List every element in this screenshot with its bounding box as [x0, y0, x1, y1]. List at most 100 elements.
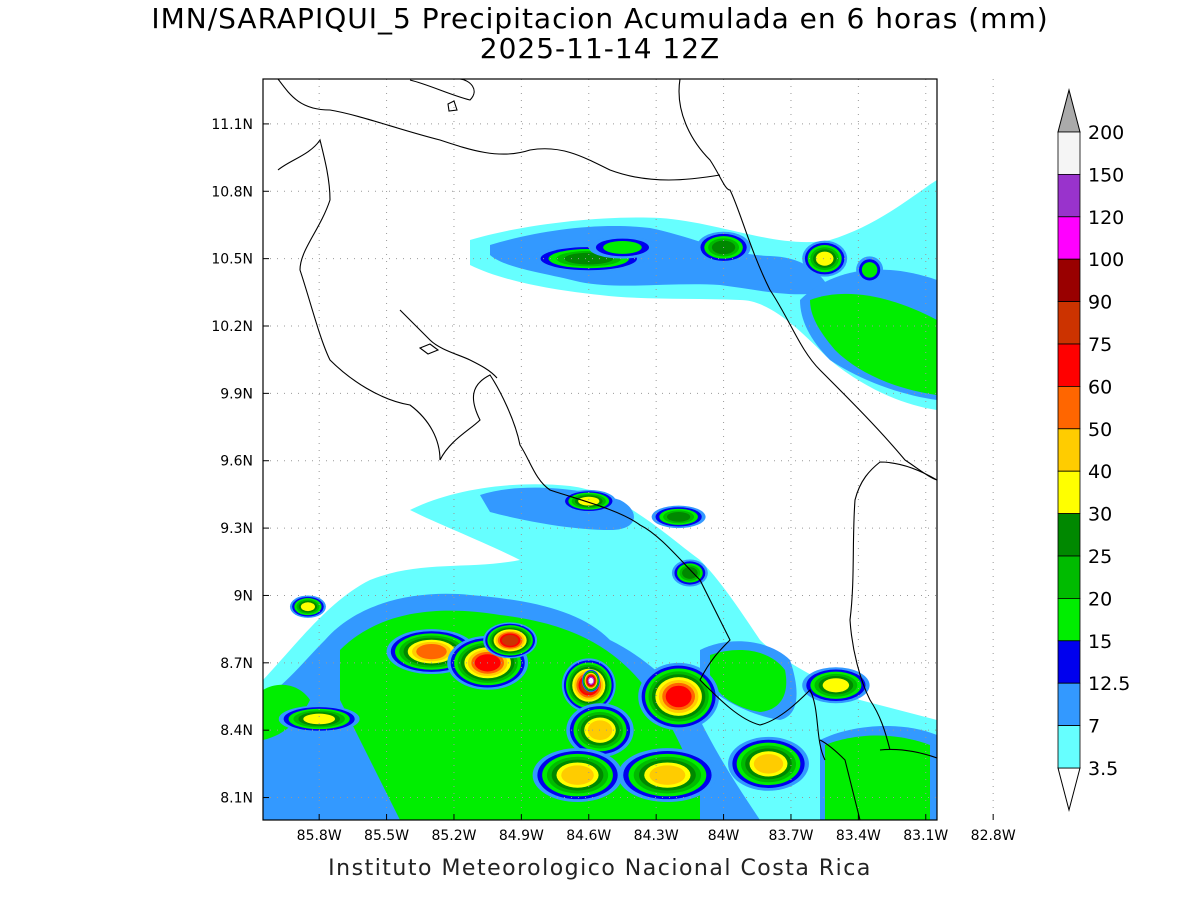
precip-contour: [1019, 328, 1056, 359]
lon-tick-label: 85.5W: [364, 828, 409, 844]
precip-contour: [1005, 746, 1026, 760]
lon-tick-label: 84.6W: [566, 828, 611, 844]
colorbar-label: 200: [1088, 122, 1124, 144]
precip-contour: [953, 759, 975, 772]
colorbar-swatch: [1057, 470, 1081, 515]
lon-tick-label: 85.8W: [297, 828, 342, 844]
colorbar-swatch: [1057, 428, 1081, 472]
colorbar: 3.5 7 12.5 15 20 25 30 40 50 60 75 90 100 120 150 200: [1057, 88, 1130, 812]
precip-area-green: [810, 293, 937, 395]
colorbar-label: 75: [1088, 334, 1112, 356]
lat-tick-label: 10.5N: [211, 252, 253, 268]
longitude-labels: 85.8W 85.5W 85.2W 84.9W 84.6W 84.3W 84W 83.7W 83…: [297, 828, 1016, 844]
precip-cell: [278, 705, 360, 733]
colorbar-min-arrow: [1057, 767, 1081, 812]
precip-contour: [682, 567, 698, 579]
precip-cell: [289, 595, 326, 618]
precip-contour: [1026, 334, 1051, 355]
lat-tick-label: 9N: [234, 588, 253, 604]
colorbar-label: 15: [1088, 631, 1112, 653]
colorbar-swatch: [1057, 555, 1081, 599]
precip-contour: [989, 735, 1043, 771]
precip-contour: [960, 757, 982, 772]
lat-tick-label: 10.8N: [211, 184, 253, 200]
colorbar-swatch: [1057, 682, 1081, 727]
precip-area-green: [710, 650, 787, 712]
precip-contour: [984, 346, 1026, 374]
colorbar-label: 30: [1088, 504, 1112, 526]
precip-contour: [953, 760, 974, 773]
precip-contour: [955, 761, 972, 771]
precip-contour: [753, 754, 784, 774]
coastlines: [277, 79, 937, 820]
precip-contour: [1002, 743, 1030, 761]
precip-cell: [964, 333, 1045, 387]
precip-contour: [960, 764, 967, 768]
precip-contour: [959, 763, 969, 769]
precip-cell: [483, 622, 538, 659]
precip-contour: [968, 301, 996, 329]
precip-contour: [958, 763, 970, 770]
precip-contour: [1022, 330, 1055, 358]
lat-tick-label: 8.1N: [220, 791, 253, 807]
precip-cell: [588, 236, 657, 259]
precip-contour: [665, 685, 692, 708]
precip-contour: [998, 741, 1032, 764]
precip-contour: [957, 755, 983, 773]
precip-contour: [974, 339, 1035, 380]
precip-contour: [561, 765, 594, 785]
colorbar-label: 25: [1088, 546, 1112, 568]
precip-contour: [1024, 332, 1053, 356]
precip-contour: [963, 295, 1002, 334]
precip-cell: [617, 748, 717, 803]
precip-cell: [671, 559, 708, 587]
precip-contour: [666, 511, 691, 522]
colorbar-swatch: [1057, 301, 1081, 345]
colorbar-label: 60: [1088, 376, 1112, 398]
colorbar-swatch: [1057, 343, 1081, 387]
footer-credit: Instituto Meteorologico Nacional Costa R…: [328, 856, 872, 881]
lon-tick-label: 84.3W: [634, 828, 679, 844]
precip-cell: [532, 748, 623, 803]
precip-contour: [1015, 325, 1061, 363]
colorbar-max-arrow: [1057, 88, 1081, 133]
precip-contour: [946, 747, 995, 780]
nicoya-island: [418, 343, 440, 355]
precip-contour: [588, 677, 594, 684]
precip-contour: [958, 290, 1007, 339]
precip-cell: [989, 735, 1043, 771]
precip-contour: [955, 761, 973, 772]
colorbar-label: 40: [1088, 461, 1112, 483]
precip-contour: [992, 737, 1039, 769]
pacific-coast-north: [277, 138, 826, 761]
precip-contour: [956, 761, 972, 770]
colorbar-swatch: [1057, 258, 1081, 303]
colorbar-swatch: [1057, 131, 1081, 175]
lat-tick-label: 10.2N: [211, 319, 253, 335]
precip-contour: [822, 678, 850, 693]
lon-tick-label: 85.2W: [431, 828, 476, 844]
precip-cell: [953, 759, 975, 772]
precip-cell: [802, 240, 848, 277]
panama-coast: [879, 748, 937, 759]
latitude-labels: 11.1N 10.8N 10.5N 10.2N 9.9N 9.6N 9.3N 9N 8.7N 8.…: [211, 117, 253, 807]
precip-contour: [815, 251, 834, 266]
precip-cell: [1011, 322, 1065, 367]
precip-cell: [728, 736, 809, 791]
precip-contour: [961, 764, 967, 768]
colorbar-label: 50: [1088, 419, 1112, 441]
precip-contour: [955, 288, 1009, 342]
precip-contour: [578, 496, 600, 506]
precip-contour: [861, 262, 878, 278]
precip-contour: [1013, 323, 1063, 364]
precip-contour: [1011, 322, 1065, 367]
precip-contour: [955, 754, 986, 775]
precip-contour: [957, 762, 971, 771]
colorbar-swatch: [1057, 513, 1081, 557]
precip-contour: [958, 762, 971, 770]
map-title: IMN/SARAPIQUI_5 Precipitacion Acumulada …: [151, 2, 1049, 35]
graticule: [263, 79, 994, 820]
precip-contour: [962, 758, 979, 769]
colorbar-swatch: [1057, 173, 1081, 218]
lake-shore: [409, 79, 475, 101]
